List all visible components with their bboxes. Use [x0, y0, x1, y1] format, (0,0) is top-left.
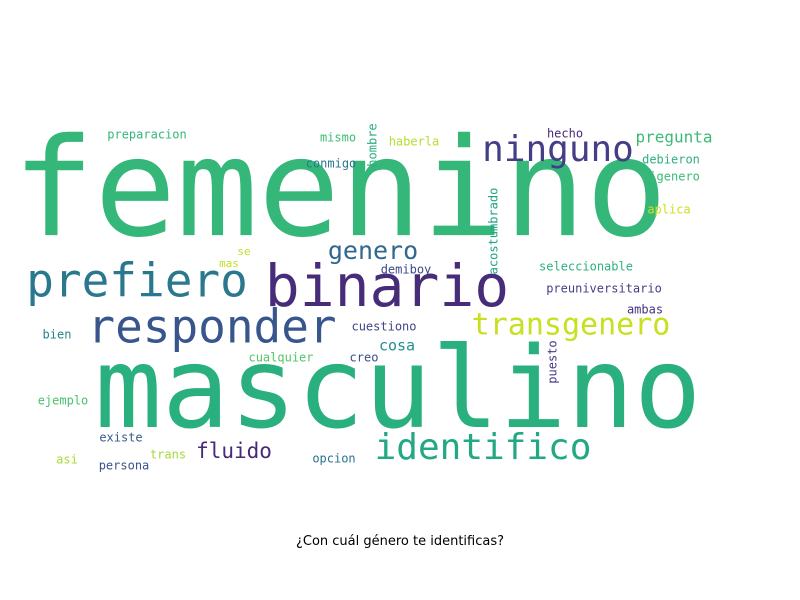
word-fluido: fluido [196, 439, 272, 463]
word-bien: bien [43, 328, 72, 342]
word-mas: mas [219, 257, 239, 270]
word-debieron: debieron [642, 153, 700, 167]
word-mismo: mismo [320, 131, 356, 145]
word-transgenero: transgenero [472, 308, 671, 343]
word-preuniversitario: preuniversitario [546, 282, 662, 296]
word-trans: trans [150, 448, 186, 462]
word-aplica: aplica [647, 203, 690, 217]
word-bigenero: bigenero [642, 170, 700, 184]
word-identifico: identifico [375, 427, 592, 468]
word-cualquier: cualquier [248, 351, 313, 365]
word-conmigo: conmigo [306, 157, 357, 171]
word-haberla: haberla [389, 135, 440, 149]
word-preparacion: preparacion [107, 128, 186, 142]
word-persona: persona [99, 459, 150, 473]
word-asi: asi [56, 453, 78, 467]
word-opcion: opcion [312, 452, 355, 466]
word-hecho: hecho [547, 127, 583, 141]
word-femenino: femenino [12, 110, 667, 268]
word-ambas: ambas [627, 303, 663, 317]
word-ninguno: ninguno [482, 129, 634, 170]
word-existe: existe [99, 431, 142, 445]
word-prefiero: prefiero [26, 254, 248, 308]
word-seleccionable: seleccionable [539, 260, 633, 274]
word-creo: creo [350, 351, 379, 365]
figure-caption: ¿Con cuál género te identificas? [295, 534, 505, 549]
word-genero: genero [328, 236, 418, 265]
word-ejemplo: ejemplo [38, 394, 89, 408]
word-puesto: puesto [546, 340, 560, 383]
word-masculino: masculino [95, 324, 702, 454]
word-responder: responder [87, 300, 336, 354]
word-binario: binario [265, 252, 509, 320]
word-cuestiono: cuestiono [351, 320, 416, 334]
word-se: se [237, 245, 250, 258]
word-cosa: cosa [379, 337, 415, 355]
word-hombre: hombre [366, 123, 380, 166]
word-pregunta: pregunta [635, 128, 712, 147]
word-demiboy: demiboy [381, 263, 432, 277]
word-acostumbrado: acostumbrado [487, 188, 501, 275]
